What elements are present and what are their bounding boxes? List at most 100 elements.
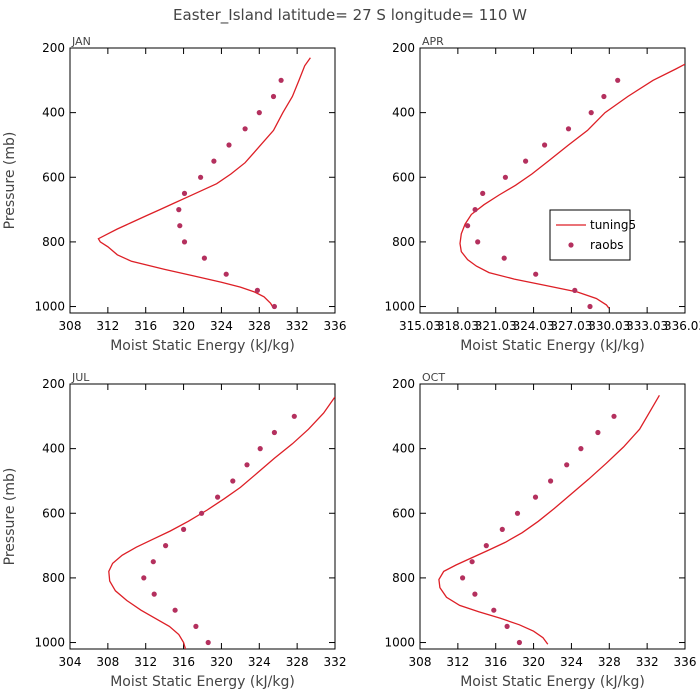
apr-xtick-label: 336.03 — [664, 319, 700, 333]
jan-xtick-label: 320 — [172, 319, 195, 333]
oct-xtick-label: 308 — [409, 655, 432, 669]
jul-xtick-label: 324 — [248, 655, 271, 669]
oct-obs-point — [595, 429, 601, 436]
jan-obs-point — [271, 303, 277, 310]
jan-ytick-label: 200 — [42, 41, 65, 55]
chart-title: Easter_Island latitude= 27 S longitude= … — [173, 6, 527, 25]
oct-xtick-label: 324 — [560, 655, 583, 669]
jan-xtick-label: 308 — [59, 319, 82, 333]
jan-obs-point — [176, 207, 182, 213]
apr-obs-point — [601, 93, 607, 100]
oct-month-label: OCT — [422, 371, 445, 384]
oct-xtick-label: 336 — [674, 655, 697, 669]
oct-xtick-label: 320 — [522, 655, 545, 669]
jan-xtick-label: 312 — [96, 319, 119, 333]
jul-xtick-label: 320 — [210, 655, 233, 669]
jul-obs-point — [291, 413, 297, 419]
apr-xtick-label: 324.03 — [513, 319, 555, 333]
jul-xtick-label: 308 — [96, 655, 119, 669]
jan-obs-point — [256, 110, 262, 116]
oct-obs-point — [483, 543, 489, 549]
panels: JAN 308 312 316 320 324 328 332 336 200 400 600 800 1… — [2, 35, 700, 690]
oct-ytick-label: 600 — [392, 506, 415, 520]
panel-jul: JUL 304 308 312 316 320 324 328 332 200 400 600 800 1… — [2, 371, 346, 690]
jul-xlabel: Moist Static Energy (kJ/kg) — [110, 674, 295, 690]
jul-obs-point — [271, 429, 277, 436]
jan-xtick-label: 332 — [286, 319, 309, 333]
oct-obs-point — [499, 526, 505, 533]
jul-obs-point — [215, 494, 221, 500]
jul-xtick-label: 304 — [59, 655, 82, 669]
apr-obs-point — [587, 303, 593, 310]
jul-ytick-label: 1000 — [34, 636, 65, 650]
apr-frame — [419, 47, 686, 314]
oct-xtick-label: 316 — [484, 655, 507, 669]
oct-obs-point — [460, 575, 466, 581]
oct-ytick-label: 800 — [392, 571, 415, 585]
apr-xtick-label: 315.03 — [399, 319, 441, 333]
apr-obs-point — [565, 126, 572, 132]
legend: tuning5 raobs — [549, 209, 636, 261]
jul-ytick-label: 800 — [42, 571, 65, 585]
jul-obs-point — [244, 462, 250, 468]
apr-obs-point — [523, 158, 529, 164]
jan-obs-point — [242, 126, 248, 132]
jan-xlabel: Moist Static Energy (kJ/kg) — [110, 338, 295, 354]
jul-obs-point — [163, 543, 169, 549]
jan-obs-point — [181, 239, 188, 245]
jul-xtick-label: 316 — [172, 655, 195, 669]
apr-obs-point — [501, 255, 507, 261]
apr-model-line — [459, 63, 685, 309]
legend-box — [549, 209, 631, 261]
apr-ytick-label: 800 — [392, 235, 415, 249]
jan-obs-point — [198, 174, 204, 180]
jul-obs-point — [257, 446, 263, 452]
oct-ytick-label: 400 — [392, 442, 415, 456]
jan-ytick-label: 600 — [42, 170, 65, 184]
apr-xtick-label: 333.03 — [626, 319, 668, 333]
apr-obs-point — [480, 190, 486, 196]
apr-xtick-label: 330.03 — [588, 319, 630, 333]
apr-obs-point — [572, 287, 578, 293]
apr-xtick-label: 327.03 — [550, 319, 592, 333]
jan-obs-point — [201, 255, 207, 261]
oct-obs-point — [469, 559, 475, 565]
jul-obs-point — [150, 559, 156, 565]
jan-xtick-label: 328 — [248, 319, 271, 333]
jul-ytick-label: 600 — [42, 506, 65, 520]
jul-month-label: JUL — [71, 371, 90, 384]
apr-ytick-label: 200 — [392, 41, 415, 55]
apr-month-label: APR — [422, 35, 444, 48]
jan-model-line — [97, 57, 311, 309]
panel-oct: OCT 308 312 316 320 324 328 332 336 200 400 600 800 1… — [384, 371, 696, 690]
jan-obs-point — [278, 77, 284, 83]
panel-jan: JAN 308 312 316 320 324 328 332 336 200 400 600 800 1… — [2, 35, 346, 354]
oct-obs-point — [548, 478, 554, 484]
jul-frame — [69, 383, 336, 650]
jan-month-label: JAN — [71, 35, 91, 48]
jan-obs-point — [226, 142, 232, 148]
panel-apr: APR315.03318.03321.03324.03327.03330.033… — [384, 35, 700, 354]
jul-ytick-label: 400 — [42, 442, 65, 456]
jan-obs-point — [177, 223, 183, 229]
apr-xtick-label: 321.03 — [475, 319, 517, 333]
oct-xtick-label: 332 — [636, 655, 659, 669]
jan-obs-point — [223, 271, 229, 277]
apr-obs-point — [542, 142, 548, 148]
jul-obs-point — [193, 623, 199, 630]
oct-xtick-label: 312 — [446, 655, 469, 669]
jan-xtick-label: 316 — [134, 319, 157, 333]
jul-obs-point — [205, 639, 211, 646]
legend-model-label: tuning5 — [590, 218, 636, 232]
jul-xtick-label: 328 — [286, 655, 309, 669]
jul-obs-point — [141, 575, 147, 581]
jul-obs-point — [199, 510, 205, 516]
oct-ytick-label: 200 — [392, 377, 415, 391]
jul-obs-point — [151, 591, 157, 597]
oct-obs-point — [514, 510, 521, 516]
jan-obs-point — [211, 158, 217, 164]
oct-obs-point — [564, 462, 570, 468]
oct-frame — [419, 383, 686, 650]
oct-obs-point — [504, 623, 510, 630]
jan-obs-point — [270, 93, 277, 100]
